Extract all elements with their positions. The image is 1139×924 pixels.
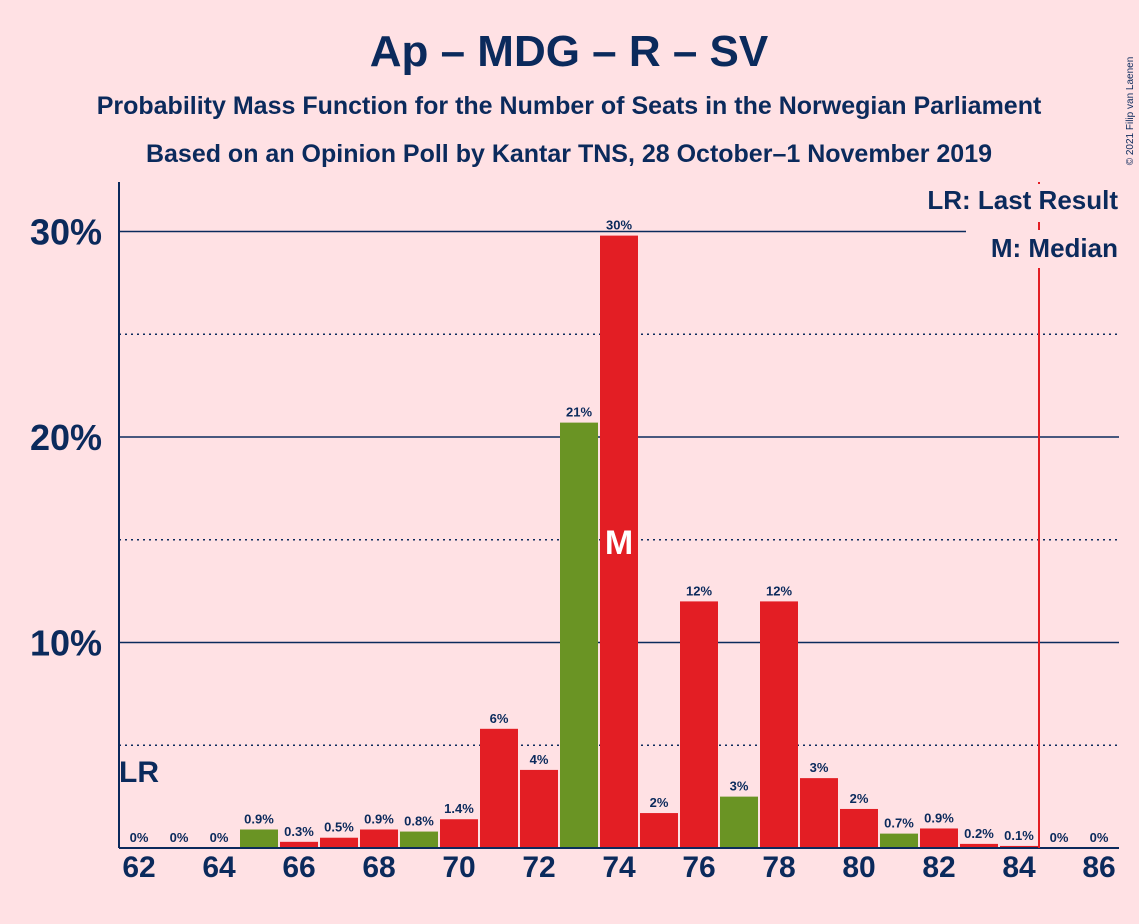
x-tick-label-70: 70 — [442, 851, 475, 884]
value-label-63: 0% — [170, 830, 189, 845]
bar-70 — [440, 819, 478, 848]
value-label-83: 0.2% — [964, 826, 994, 841]
bar-74 — [600, 235, 638, 849]
legend-lr-background — [920, 184, 1122, 222]
bar-71 — [480, 728, 518, 848]
value-label-81: 0.7% — [884, 816, 914, 831]
bar-66 — [280, 841, 318, 848]
x-tick-label-86: 86 — [1082, 851, 1115, 884]
bar-69 — [400, 831, 438, 848]
bar-65 — [240, 829, 278, 848]
x-tick-label-68: 68 — [362, 851, 395, 884]
x-tick-label-72: 72 — [522, 851, 555, 884]
last-result-marker: LR — [119, 756, 159, 789]
value-label-68: 0.9% — [364, 812, 394, 827]
value-label-66: 0.3% — [284, 824, 314, 839]
value-label-70: 1.4% — [444, 801, 474, 816]
legend-last-result: LR: Last Result — [927, 185, 1118, 215]
bar-72 — [520, 769, 558, 848]
median-marker: M — [605, 524, 633, 562]
bar-77 — [720, 796, 758, 848]
chart-title: Ap – MDG – R – SV — [370, 27, 769, 76]
value-label-73: 21% — [566, 405, 592, 420]
bar-75 — [640, 813, 678, 848]
bar-82 — [920, 828, 958, 848]
value-label-69: 0.8% — [404, 814, 434, 829]
bar-67 — [320, 837, 358, 848]
x-tick-label-76: 76 — [682, 851, 715, 884]
bar-68 — [360, 829, 398, 848]
value-label-80: 2% — [850, 791, 869, 806]
y-tick-label-30: 30% — [30, 212, 102, 253]
legend-median: M: Median — [991, 233, 1118, 263]
x-tick-label-78: 78 — [762, 851, 795, 884]
legend-m-background — [966, 230, 1122, 268]
bar-79 — [800, 778, 838, 848]
value-label-86: 0% — [1090, 830, 1109, 845]
value-label-79: 3% — [810, 760, 829, 775]
y-tick-label-20: 20% — [30, 417, 102, 458]
x-tick-label-80: 80 — [842, 851, 875, 884]
copyright: © 2021 Filip van Laenen — [1125, 57, 1136, 166]
value-label-77: 3% — [730, 779, 749, 794]
value-label-84: 0.1% — [1004, 828, 1034, 843]
value-label-82: 0.9% — [924, 810, 954, 825]
x-tick-label-82: 82 — [922, 851, 955, 884]
bar-73 — [560, 422, 598, 848]
bars — [240, 235, 1038, 849]
value-label-64: 0% — [210, 830, 229, 845]
value-label-62: 0% — [130, 830, 149, 845]
value-label-71: 6% — [490, 711, 509, 726]
bar-76 — [680, 601, 718, 848]
x-tick-label-84: 84 — [1002, 851, 1036, 884]
x-tick-label-74: 74 — [602, 851, 636, 884]
value-label-75: 2% — [650, 795, 669, 810]
bar-78 — [760, 601, 798, 848]
x-tick-label-62: 62 — [122, 851, 155, 884]
chart-subtitle-1: Probability Mass Function for the Number… — [97, 92, 1042, 120]
x-axis-labels: 62 64 66 68 70 72 74 76 78 80 82 84 86 — [122, 851, 1115, 884]
value-label-72: 4% — [530, 752, 549, 767]
value-label-74: 30% — [606, 218, 632, 233]
chart-subtitle-2: Based on an Opinion Poll by Kantar TNS, … — [146, 140, 992, 168]
x-tick-label-64: 64 — [202, 851, 236, 884]
value-label-67: 0.5% — [324, 820, 354, 835]
y-tick-label-10: 10% — [30, 623, 102, 664]
value-label-78: 12% — [766, 583, 792, 598]
value-label-65: 0.9% — [244, 812, 274, 827]
bar-81 — [880, 833, 918, 848]
value-label-85: 0% — [1050, 830, 1069, 845]
bar-84 — [1000, 845, 1038, 848]
x-tick-label-66: 66 — [282, 851, 315, 884]
value-labels: 0% 0% 0% 0.9% 0.3% 0.5% 0.9% 0.8% 1.4% 6% 4% 21% 30%… — [130, 218, 1109, 845]
bar-80 — [840, 808, 878, 848]
value-label-76: 12% — [686, 583, 712, 598]
y-axis-labels: 10% 20% 30% — [30, 212, 102, 664]
bar-83 — [960, 843, 998, 848]
